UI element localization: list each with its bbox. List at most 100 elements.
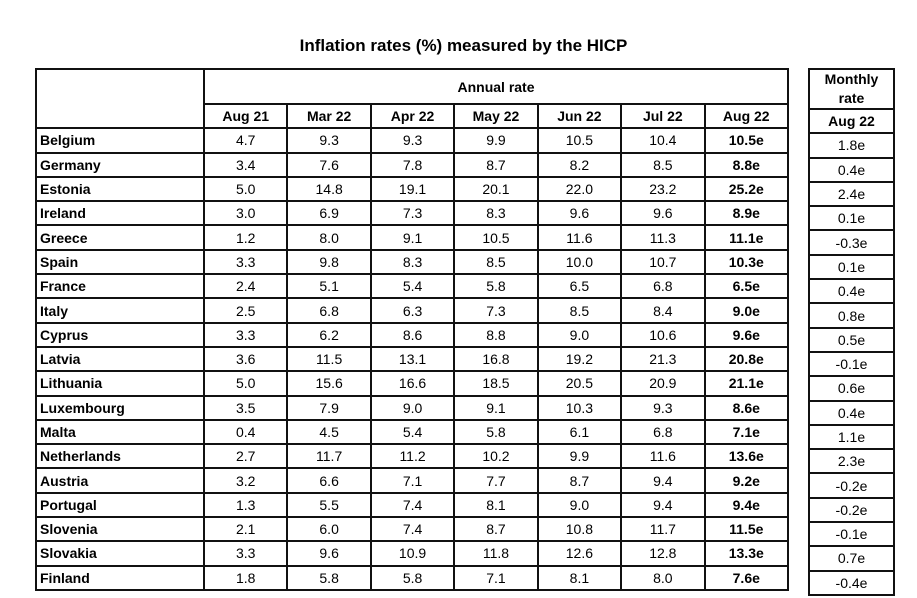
- value-cell: 10.7: [620, 248, 706, 276]
- table-row: Slovakia 3.3 9.6 10.9 11.8 12.6 12.8 13.3e: [35, 540, 790, 567]
- value-cell: 15.6: [286, 370, 372, 397]
- value-cell: 7.3: [453, 297, 539, 324]
- country-cell: Portugal: [35, 491, 205, 519]
- country-cell: Lithuania: [35, 370, 205, 397]
- value-cell: 3.3: [202, 248, 289, 276]
- value-cell: 10.4: [620, 127, 706, 154]
- country-cell: Latvia: [35, 345, 205, 373]
- value-cell: 7.1e: [703, 418, 790, 446]
- value-cell: 10.0: [536, 248, 623, 276]
- country-cell: Ireland: [35, 200, 205, 227]
- value-cell: 11.7: [620, 516, 706, 543]
- value-cell: 8.8e: [703, 151, 790, 178]
- value-cell: 4.5: [286, 418, 372, 446]
- monthly-value-cell: -0.2e: [808, 472, 895, 499]
- value-cell: 2.7: [202, 443, 289, 470]
- table-row: 2.3e: [808, 448, 895, 475]
- column-header: Aug 22: [703, 102, 790, 130]
- value-cell: 6.8: [620, 273, 706, 300]
- value-cell: 11.6: [536, 224, 623, 251]
- value-cell: 7.4: [369, 516, 456, 543]
- monthly-value-cell: -0.1e: [808, 350, 895, 378]
- value-cell: 6.0: [286, 516, 372, 543]
- value-cell: 23.2: [620, 175, 706, 203]
- monthly-value-cell: -0.1e: [808, 521, 895, 548]
- value-cell: 5.8: [453, 418, 539, 446]
- value-cell: 3.3: [202, 321, 289, 348]
- table-row: 0.1e: [808, 205, 895, 232]
- value-cell: 8.1: [453, 491, 539, 519]
- value-cell: 1.2: [202, 224, 289, 251]
- value-cell: 7.1: [369, 467, 456, 494]
- value-cell: 8.3: [453, 200, 539, 227]
- monthly-value-cell: -0.2e: [808, 496, 895, 524]
- value-cell: 11.6: [620, 443, 706, 470]
- value-cell: 10.2: [453, 443, 539, 470]
- country-cell: Estonia: [35, 175, 205, 203]
- value-cell: 8.0: [620, 564, 706, 591]
- table-row: 0.4e: [808, 278, 895, 305]
- table-row: Malta 0.4 4.5 5.4 5.8 6.1 6.8 7.1e: [35, 418, 790, 446]
- table-row: Austria 3.2 6.6 7.1 7.7 8.7 9.4 9.2e: [35, 467, 790, 494]
- table-row: 0.1e: [808, 253, 895, 281]
- value-cell: 9.0e: [703, 297, 790, 324]
- table-row: Latvia 3.6 11.5 13.1 16.8 19.2 21.3 20.8e: [35, 345, 790, 373]
- column-header: Mar 22: [286, 102, 372, 130]
- value-cell: 8.3: [369, 248, 456, 276]
- value-cell: 13.3e: [703, 540, 790, 567]
- table-row: Finland 1.8 5.8 5.8 7.1 8.1 8.0 7.6e: [35, 564, 790, 591]
- table-row: 1.8e: [808, 132, 895, 159]
- value-cell: 6.2: [286, 321, 372, 348]
- value-cell: 9.6: [620, 200, 706, 227]
- monthly-value-cell: 0.1e: [808, 205, 895, 232]
- table-row: Netherlands 2.7 11.7 11.2 10.2 9.9 11.6 13.6e: [35, 443, 790, 470]
- value-cell: 7.6: [286, 151, 372, 178]
- value-cell: 20.1: [453, 175, 539, 203]
- value-cell: 2.1: [202, 516, 289, 543]
- value-cell: 9.3: [369, 127, 456, 154]
- column-header: May 22: [453, 102, 539, 130]
- table-row: 2.4e: [808, 180, 895, 208]
- value-cell: 5.4: [369, 273, 456, 300]
- monthly-value-cell: 2.4e: [808, 180, 895, 208]
- table-row: Lithuania 5.0 15.6 16.6 18.5 20.5 20.9 21.1e: [35, 370, 790, 397]
- value-cell: 19.2: [536, 345, 623, 373]
- value-cell: 10.9: [369, 540, 456, 567]
- value-cell: 21.1e: [703, 370, 790, 397]
- value-cell: 9.9: [536, 443, 623, 470]
- table-row: -0.3e: [808, 229, 895, 256]
- monthly-value-cell: 0.8e: [808, 302, 895, 329]
- value-cell: 3.0: [202, 200, 289, 227]
- monthly-value-cell: 0.5e: [808, 326, 895, 353]
- value-cell: 5.8: [286, 564, 372, 591]
- value-cell: 9.6: [536, 200, 623, 227]
- country-cell: Greece: [35, 224, 205, 251]
- table-row: -0.2e: [808, 496, 895, 524]
- value-cell: 8.9e: [703, 200, 790, 227]
- value-cell: 7.4: [369, 491, 456, 519]
- monthly-value-cell: 0.1e: [808, 253, 895, 281]
- country-cell: Slovenia: [35, 516, 205, 543]
- country-cell: Luxembourg: [35, 394, 205, 421]
- value-cell: 8.0: [286, 224, 372, 251]
- value-cell: 10.6: [620, 321, 706, 348]
- value-cell: 3.2: [202, 467, 289, 494]
- value-cell: 2.5: [202, 297, 289, 324]
- value-cell: 3.5: [202, 394, 289, 421]
- value-cell: 8.7: [453, 516, 539, 543]
- value-cell: 8.8: [453, 321, 539, 348]
- value-cell: 9.0: [536, 491, 623, 519]
- value-cell: 20.8e: [703, 345, 790, 373]
- value-cell: 6.8: [620, 418, 706, 446]
- table-row: Greece 1.2 8.0 9.1 10.5 11.6 11.3 11.1e: [35, 224, 790, 251]
- column-header: Aug 22: [808, 107, 895, 135]
- annual-rate-table: Annual rate Aug 21 Mar 22 Apr 22 May 22 Jun …: [35, 67, 790, 591]
- value-cell: 11.2: [369, 443, 456, 470]
- column-header: Aug 21: [202, 102, 289, 130]
- value-cell: 5.1: [286, 273, 372, 300]
- value-cell: 6.1: [536, 418, 623, 446]
- table-row: 0.4e: [808, 399, 895, 426]
- value-cell: 16.8: [453, 345, 539, 373]
- table-row: Slovenia 2.1 6.0 7.4 8.7 10.8 11.7 11.5e: [35, 516, 790, 543]
- value-cell: 7.3: [369, 200, 456, 227]
